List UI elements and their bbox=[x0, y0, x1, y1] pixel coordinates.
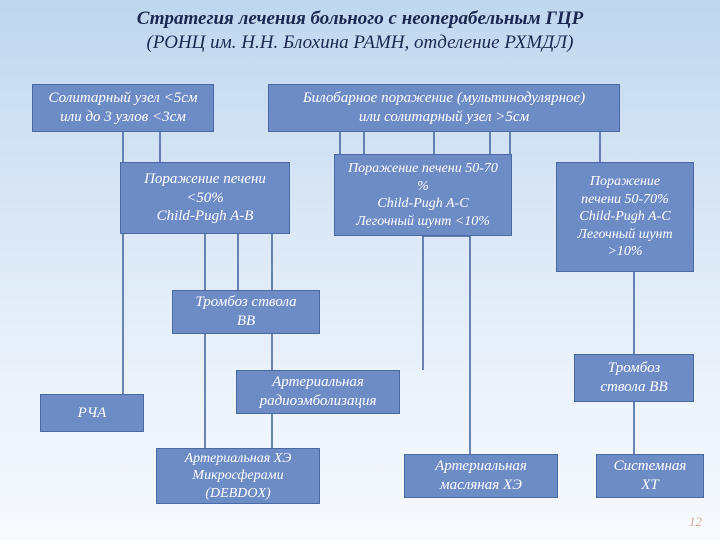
page-number: 12 bbox=[689, 514, 702, 530]
flowchart-node: Солитарный узел <5смили до 3 узлов <3см bbox=[32, 84, 214, 132]
flowchart-node: Тромбозствола ВВ bbox=[574, 354, 694, 402]
flowchart-node: РЧА bbox=[40, 394, 144, 432]
flowchart-node: Тромбоз стволаВВ bbox=[172, 290, 320, 334]
flowchart-node: Поражение печени 50-70%Child-Pugh A-CЛег… bbox=[334, 154, 512, 236]
flowchart-node: Поражениепечени 50-70%Child-Pugh A-CЛего… bbox=[556, 162, 694, 272]
flowchart-node: Артериальнаярадиоэмболизация bbox=[236, 370, 400, 414]
title-line2: (РОНЦ им. Н.Н. Блохина РАМН, отделение Р… bbox=[0, 32, 720, 54]
title-line1: Стратегия лечения больного с неоперабель… bbox=[0, 8, 720, 30]
flowchart-node: СистемнаяХТ bbox=[596, 454, 704, 498]
flowchart-node: Билобарное поражение (мультинодулярное)и… bbox=[268, 84, 620, 132]
flowchart-node: Артериальнаямасляная ХЭ bbox=[404, 454, 558, 498]
flowchart-node: Поражение печени<50%Child-Pugh A-B bbox=[120, 162, 290, 234]
flowchart-node: Артериальная ХЭМикросферами(DEBDOX) bbox=[156, 448, 320, 504]
